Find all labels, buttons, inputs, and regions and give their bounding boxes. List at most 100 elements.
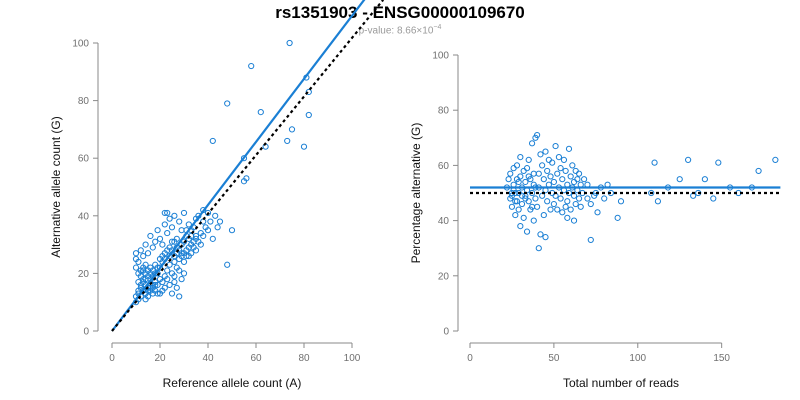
data-point <box>214 224 221 231</box>
y-tick-label: 20 <box>438 271 450 282</box>
data-point <box>570 178 578 186</box>
data-point <box>508 203 516 210</box>
y-tick-label: 100 <box>72 39 89 50</box>
data-point <box>152 238 159 245</box>
data-point <box>559 209 566 216</box>
chart-panel-2: 0 50 100 150 0 20 40 60 80 100 Total number of rea… <box>409 51 781 390</box>
x-tick-label: 80 <box>298 353 310 364</box>
data-point <box>557 165 564 172</box>
data-point <box>591 192 598 199</box>
data-point <box>142 241 149 248</box>
data-point <box>545 156 552 163</box>
data-point <box>132 250 140 257</box>
data-point <box>549 159 556 166</box>
data-point <box>614 214 621 221</box>
x-tick-label: 100 <box>629 353 646 364</box>
data-point <box>577 203 584 210</box>
data-point <box>525 173 532 180</box>
y-tick-label: 40 <box>78 211 90 222</box>
data-point <box>710 195 717 202</box>
data-point <box>554 206 561 213</box>
data-point <box>701 176 708 183</box>
data-point <box>144 267 152 274</box>
data-point <box>562 167 569 175</box>
data-point <box>542 148 549 155</box>
data-point <box>243 175 250 182</box>
data-point <box>173 284 180 291</box>
data-point <box>584 195 591 202</box>
data-point <box>567 173 574 180</box>
data-point <box>142 276 149 283</box>
data-point <box>587 200 594 208</box>
data-point <box>166 244 173 251</box>
data-point <box>284 137 291 145</box>
data-point <box>547 206 554 213</box>
data-point <box>575 195 583 202</box>
data-point <box>164 267 171 274</box>
data-point <box>135 258 142 265</box>
data-point <box>180 258 188 265</box>
y-tick-label: 60 <box>78 154 90 165</box>
data-point <box>554 170 561 177</box>
data-point <box>530 170 537 177</box>
data-point <box>171 278 178 286</box>
data-point <box>518 200 526 208</box>
data-point <box>569 162 576 169</box>
data-point <box>535 245 542 252</box>
data-point <box>161 221 168 228</box>
data-point <box>532 195 539 202</box>
data-point <box>517 154 524 161</box>
data-point <box>204 209 212 217</box>
data-point <box>530 217 537 224</box>
chart-title: rs1351903 - ENSG00000109670 <box>275 3 525 22</box>
data-point <box>552 142 559 150</box>
data-point <box>572 167 579 175</box>
data-point <box>209 235 216 242</box>
data-point <box>183 253 190 260</box>
data-point <box>676 176 683 183</box>
data-point <box>185 221 192 228</box>
data-point <box>523 228 531 235</box>
data-point <box>168 238 176 245</box>
data-point <box>574 176 581 183</box>
x-axis-title: Total number of reads <box>563 376 679 390</box>
data-point <box>594 209 601 216</box>
data-point <box>192 247 200 254</box>
data-point <box>228 227 236 234</box>
data-point <box>156 235 164 242</box>
data-point <box>142 296 149 303</box>
data-point <box>197 241 204 248</box>
data-point <box>257 109 264 116</box>
y-tick-label: 20 <box>78 269 90 280</box>
data-point <box>166 261 173 268</box>
x-tick-label: 60 <box>250 353 262 364</box>
data-point <box>523 165 531 172</box>
data-point <box>171 212 178 219</box>
data-point <box>537 151 544 158</box>
data-point <box>159 278 166 286</box>
data-point <box>513 198 521 205</box>
data-point <box>510 165 517 172</box>
data-point <box>570 217 578 224</box>
data-point <box>171 273 178 280</box>
y-tick-label: 40 <box>438 216 450 227</box>
x-axis-title: Reference allele count (A) <box>163 376 302 390</box>
x-tick-label: 20 <box>154 353 166 364</box>
x-tick-label: 150 <box>713 353 730 364</box>
data-point <box>755 167 762 175</box>
data-point <box>161 284 168 291</box>
data-point <box>528 189 536 197</box>
data-point <box>525 156 532 163</box>
data-point <box>144 250 152 257</box>
regression-line <box>111 0 366 332</box>
data-point <box>224 261 231 268</box>
data-point <box>168 290 176 297</box>
y-axis-title: Percentage alternative (G) <box>409 123 423 264</box>
y-tick-label: 0 <box>83 327 89 338</box>
x-tick-label: 0 <box>109 353 115 364</box>
data-point <box>161 209 168 217</box>
data-point <box>505 176 512 183</box>
data-point <box>171 258 178 265</box>
data-point <box>517 223 524 230</box>
data-point <box>180 209 188 217</box>
